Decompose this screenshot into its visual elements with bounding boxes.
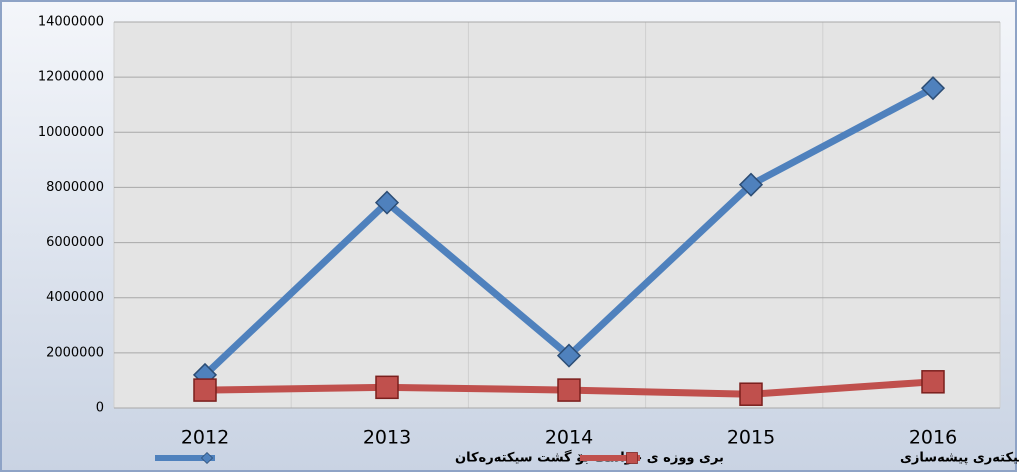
- marker: [375, 375, 399, 400]
- marker: [200, 451, 214, 465]
- marker: [738, 172, 764, 197]
- marker: [193, 378, 217, 402]
- marker: [557, 378, 581, 402]
- marker: [556, 343, 582, 368]
- marker: [374, 190, 400, 215]
- x-tick-label: 2016: [909, 427, 957, 449]
- y-tick-label: 6000000: [46, 235, 104, 250]
- x-tick-label: 2013: [363, 427, 411, 449]
- marker: [921, 370, 945, 394]
- marker: [626, 452, 638, 464]
- y-tick-label: 14000000: [38, 15, 104, 30]
- marker: [920, 76, 946, 101]
- x-tick-label: 2014: [545, 427, 593, 449]
- x-tick-label: 2012: [181, 427, 229, 449]
- y-tick-label: 4000000: [46, 290, 104, 305]
- x-tick-label: 2015: [727, 427, 775, 449]
- y-tick-label: 8000000: [46, 180, 104, 195]
- y-tick-label: 2000000: [46, 345, 104, 360]
- marker: [739, 382, 763, 406]
- legend-label: بری ووزە ی خواست بۆ سیکتەری پیشەسازی: [900, 451, 1019, 466]
- plot-area: [114, 22, 1000, 408]
- y-tick-label: 12000000: [38, 70, 104, 85]
- y-tick-label: 0: [96, 401, 104, 416]
- y-tick-label: 10000000: [38, 125, 104, 140]
